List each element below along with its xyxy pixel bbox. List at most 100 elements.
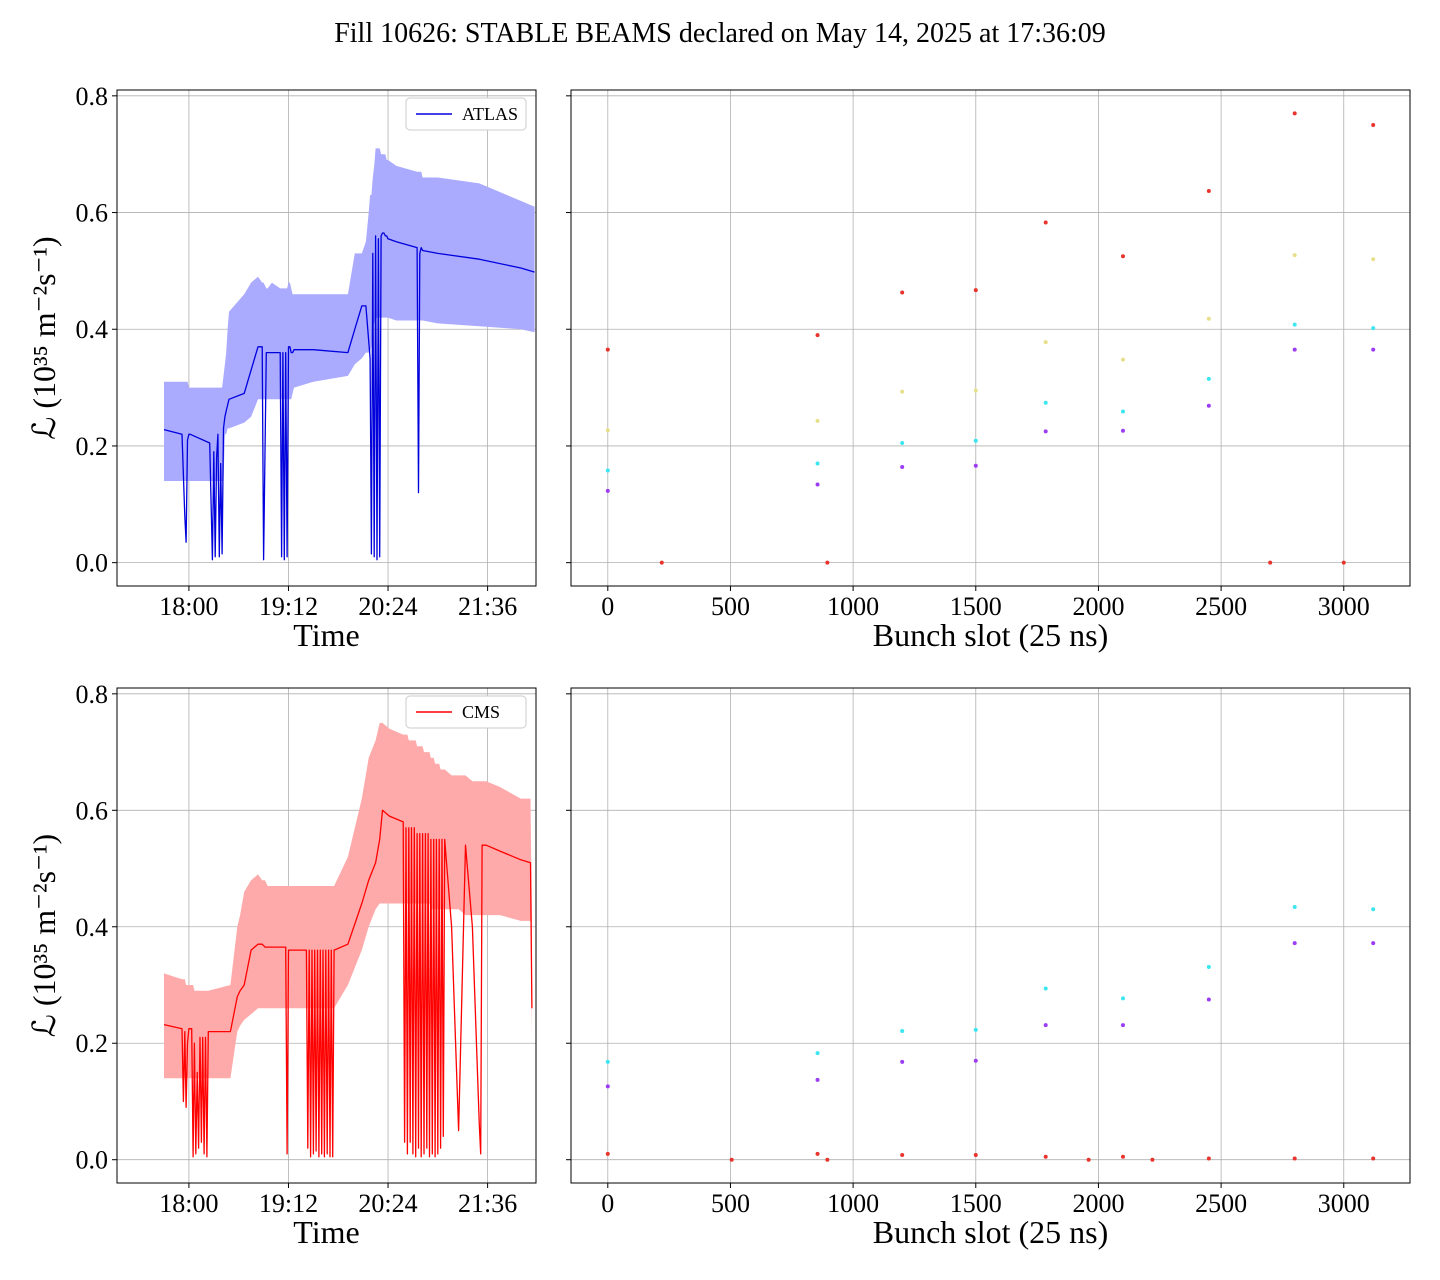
uncertainty-band-0 bbox=[164, 148, 535, 481]
data-point bbox=[973, 1027, 978, 1032]
data-point bbox=[1120, 409, 1125, 414]
data-point bbox=[1371, 326, 1376, 331]
data-point bbox=[1371, 941, 1376, 946]
data-point bbox=[1206, 376, 1211, 381]
data-point bbox=[900, 290, 905, 295]
x-axis-label: Time bbox=[293, 1214, 359, 1250]
x-tick-label: 19:12 bbox=[259, 592, 318, 621]
x-tick-label: 2000 bbox=[1072, 1189, 1124, 1218]
data-point bbox=[900, 1059, 905, 1064]
legend: CMS bbox=[405, 695, 527, 729]
y-tick-label: 0.0 bbox=[76, 1146, 109, 1175]
data-point bbox=[1120, 1023, 1125, 1028]
series-line-0 bbox=[163, 809, 533, 1158]
x-tick-label: 500 bbox=[711, 1189, 750, 1218]
y-tick-label: 0.8 bbox=[76, 680, 109, 709]
data-point bbox=[1206, 997, 1211, 1002]
data-point bbox=[1292, 111, 1297, 116]
x-tick-label: 19:12 bbox=[259, 1189, 318, 1218]
data-point bbox=[659, 560, 664, 565]
data-point bbox=[900, 1153, 905, 1158]
y-tick-label: 0.4 bbox=[76, 315, 109, 344]
y-axis-label: ℒ (10³⁵ m⁻²s⁻¹) bbox=[26, 236, 62, 439]
data-point bbox=[1086, 1157, 1091, 1162]
x-tick-label: 18:00 bbox=[159, 1189, 218, 1218]
data-point bbox=[1371, 257, 1376, 262]
data-point bbox=[1206, 1156, 1211, 1161]
x-tick-label: 3000 bbox=[1318, 1189, 1370, 1218]
data-point bbox=[973, 288, 978, 293]
data-point bbox=[729, 1157, 734, 1162]
x-tick-label: 1000 bbox=[827, 592, 879, 621]
data-point bbox=[1120, 996, 1125, 1001]
axes-frame bbox=[570, 89, 1411, 587]
data-point bbox=[1292, 322, 1297, 327]
legend-box bbox=[405, 695, 527, 729]
y-axis-label: ℒ (10³⁵ m⁻²s⁻¹) bbox=[26, 834, 62, 1037]
axes-frame bbox=[570, 687, 1411, 1184]
x-tick-label: 2500 bbox=[1195, 592, 1247, 621]
data-point bbox=[605, 428, 610, 433]
y-tick-label: 0.2 bbox=[76, 432, 109, 461]
data-point bbox=[815, 461, 820, 466]
chart-cms-bunch: 0 500 1000 1500 2000 2500 3000 Bunch slot (25 n… bbox=[566, 687, 1411, 1250]
x-tick-label: 2000 bbox=[1072, 592, 1124, 621]
data-point bbox=[815, 1077, 820, 1082]
x-axis-label: Bunch slot (25 ns) bbox=[873, 617, 1109, 653]
data-point bbox=[605, 1151, 610, 1156]
x-tick-label: 2500 bbox=[1195, 1189, 1247, 1218]
data-point bbox=[815, 1151, 820, 1156]
x-tick-label: 21:36 bbox=[458, 592, 517, 621]
data-point bbox=[605, 468, 610, 473]
data-point bbox=[1043, 429, 1048, 434]
data-point bbox=[815, 333, 820, 338]
data-point bbox=[1371, 347, 1376, 352]
data-point bbox=[1268, 560, 1273, 565]
data-point bbox=[1341, 560, 1346, 565]
x-tick-label: 21:36 bbox=[458, 1189, 517, 1218]
x-tick-label: 0 bbox=[601, 592, 614, 621]
x-axis-label: Time bbox=[293, 617, 359, 653]
data-point bbox=[973, 463, 978, 468]
data-point bbox=[1371, 123, 1376, 128]
series-line-0 bbox=[163, 232, 535, 561]
y-tick-label: 0.2 bbox=[76, 1029, 109, 1058]
data-point bbox=[1120, 428, 1125, 433]
x-tick-label: 18:00 bbox=[159, 592, 218, 621]
data-point bbox=[1043, 220, 1048, 225]
data-point bbox=[1043, 400, 1048, 405]
data-point bbox=[605, 488, 610, 493]
x-tick-label: 3000 bbox=[1318, 592, 1370, 621]
x-tick-label: 0 bbox=[601, 1189, 614, 1218]
data-point bbox=[815, 482, 820, 487]
axes-frame bbox=[116, 89, 537, 587]
x-tick-label: 500 bbox=[711, 592, 750, 621]
data-point bbox=[973, 438, 978, 443]
data-point bbox=[900, 464, 905, 469]
data-point bbox=[1292, 941, 1297, 946]
data-point bbox=[1120, 254, 1125, 259]
y-tick-label: 0.8 bbox=[76, 82, 109, 111]
legend-entry: ATLAS bbox=[462, 104, 518, 124]
data-point bbox=[1292, 253, 1297, 258]
legend-box bbox=[405, 97, 527, 131]
data-point bbox=[605, 1084, 610, 1089]
data-point bbox=[1150, 1157, 1155, 1162]
data-point bbox=[1371, 1156, 1376, 1161]
figure-title: Fill 10626: STABLE BEAMS declared on May… bbox=[334, 18, 1106, 49]
data-point bbox=[605, 347, 610, 352]
x-tick-label: 1500 bbox=[950, 592, 1002, 621]
x-axis-label: Bunch slot (25 ns) bbox=[873, 1214, 1109, 1250]
data-point bbox=[900, 1029, 905, 1034]
data-point bbox=[1043, 1023, 1048, 1028]
data-point bbox=[1206, 403, 1211, 408]
data-point bbox=[1371, 907, 1376, 912]
data-point bbox=[825, 1157, 830, 1162]
data-point bbox=[1043, 986, 1048, 991]
legend-entry: CMS bbox=[462, 702, 500, 722]
data-point bbox=[1120, 357, 1125, 362]
y-tick-label: 0.6 bbox=[76, 199, 109, 228]
y-tick-label: 0.4 bbox=[76, 913, 109, 942]
data-point bbox=[815, 418, 820, 423]
